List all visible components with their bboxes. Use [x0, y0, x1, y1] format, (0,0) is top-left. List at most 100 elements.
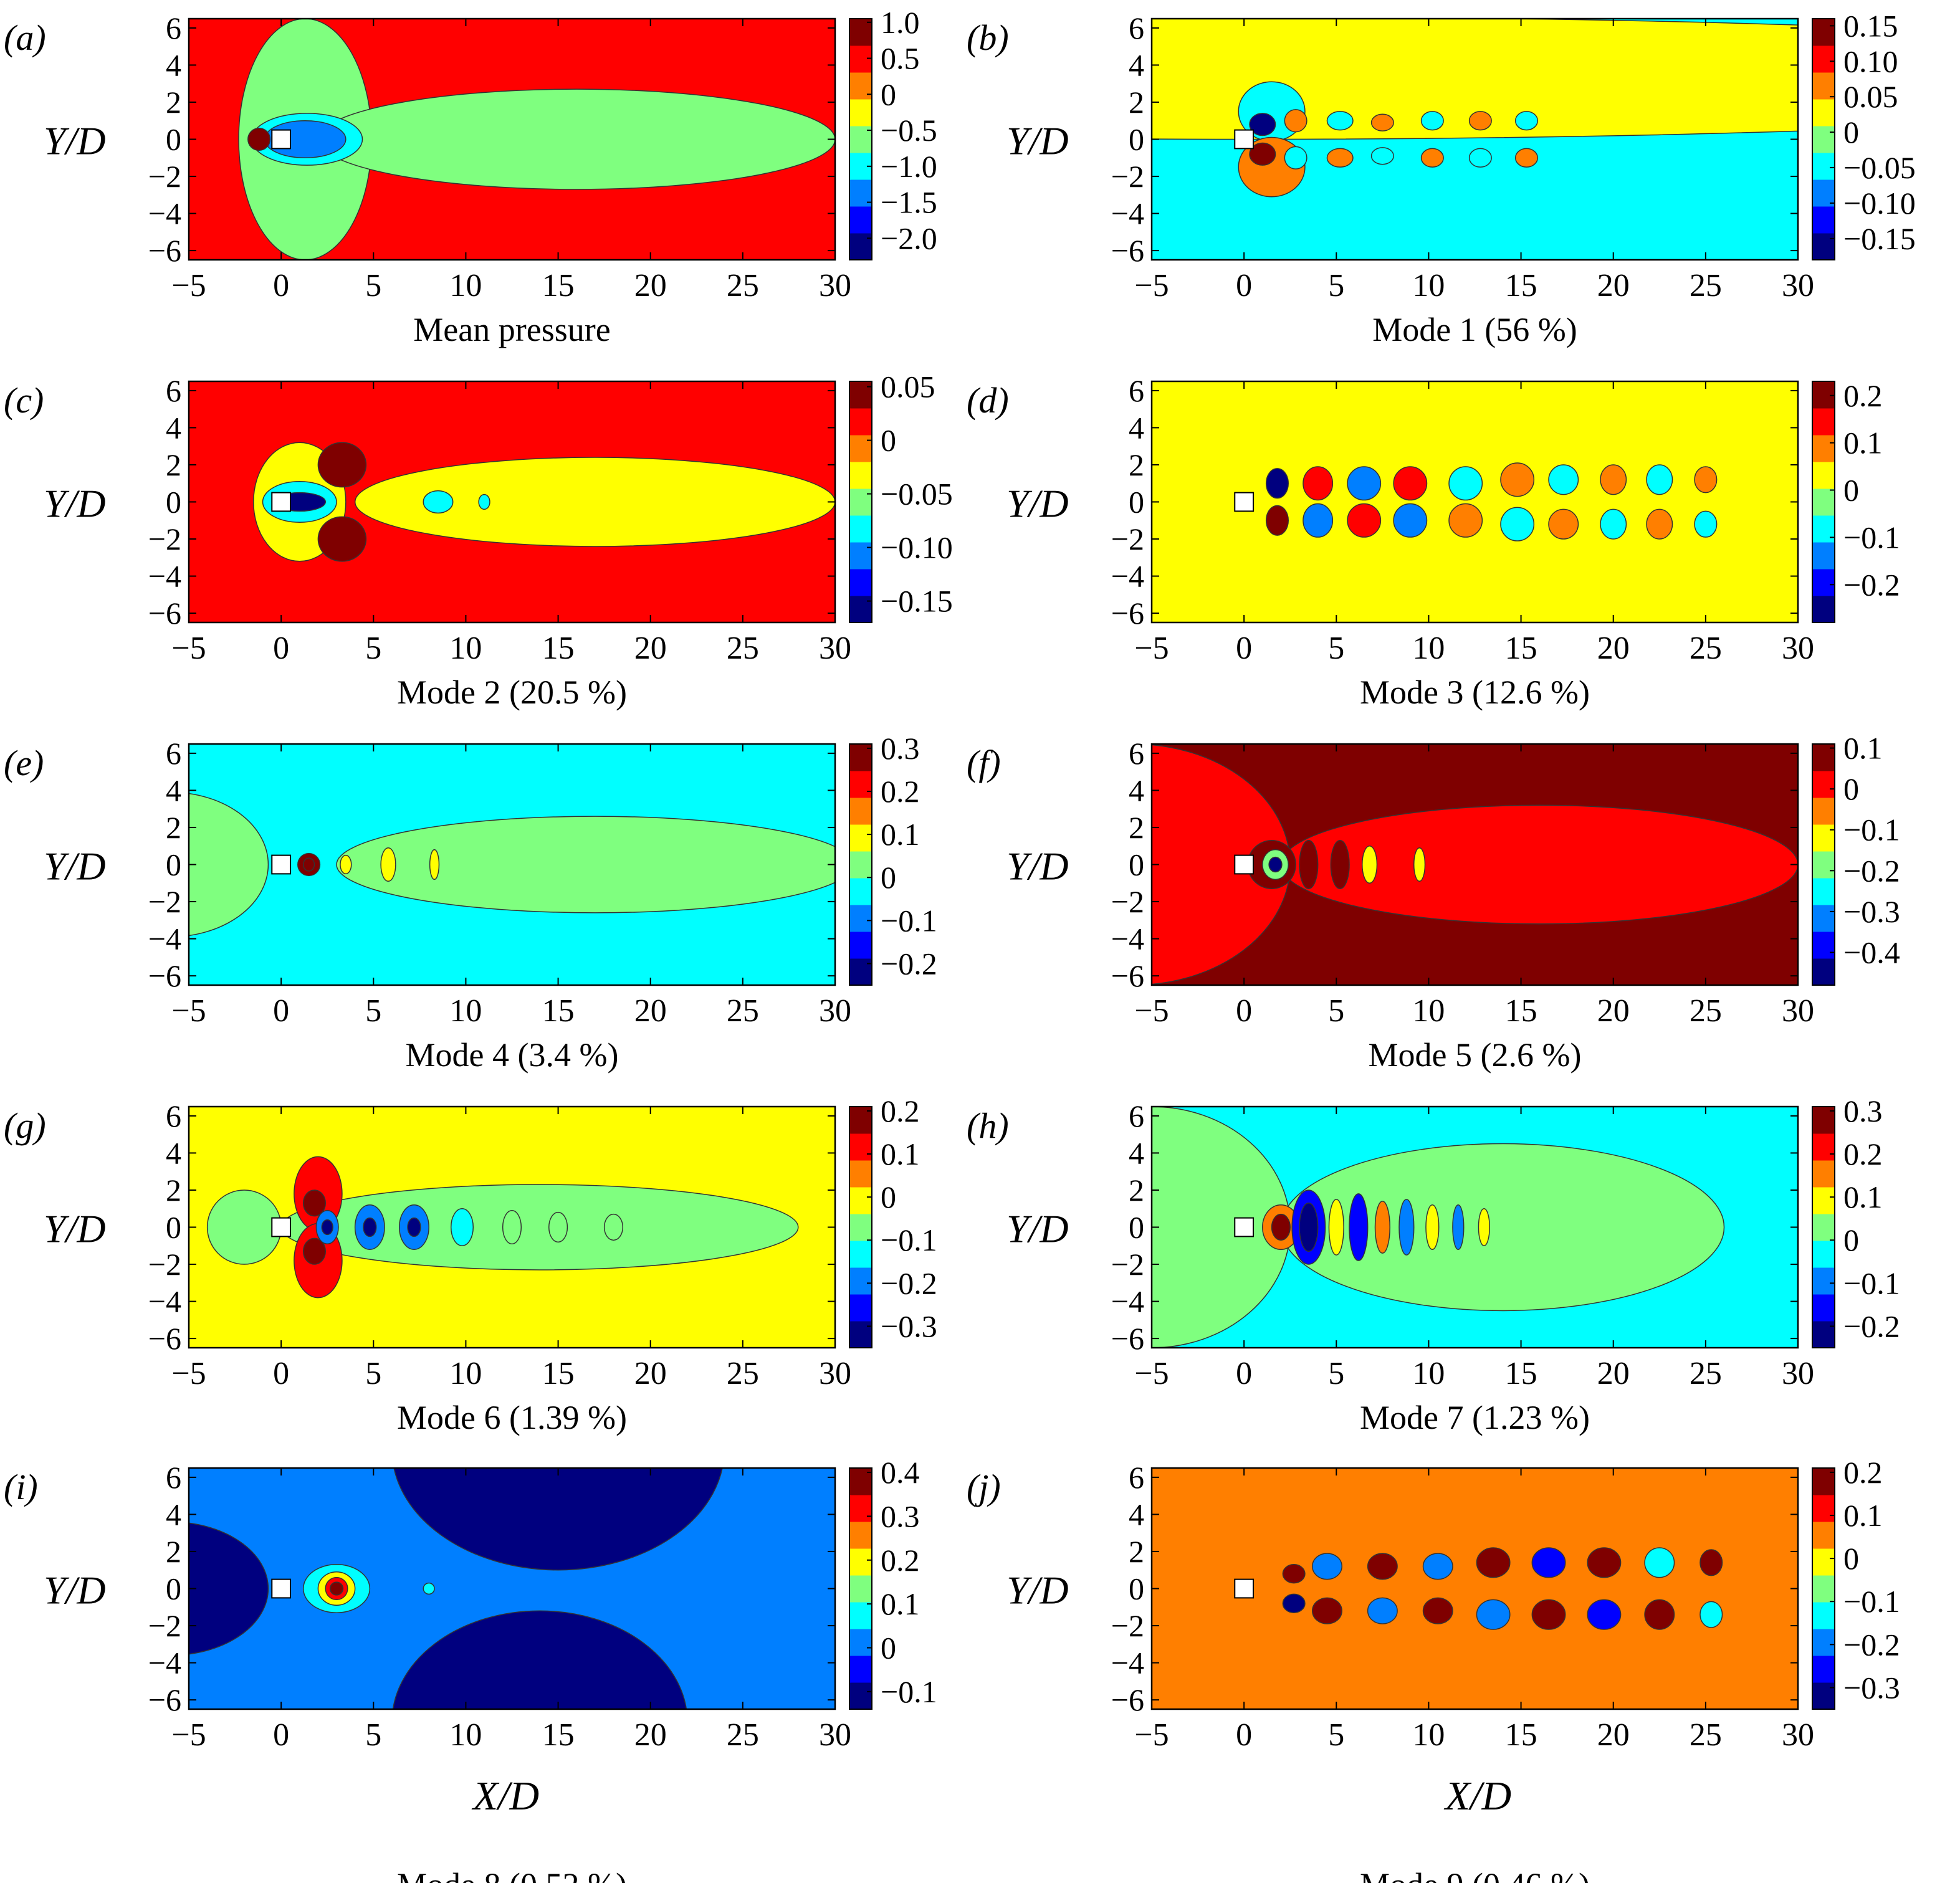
colorbar-tick-label: −0.15 — [881, 584, 953, 619]
y-tick-label: −4 — [148, 1284, 181, 1319]
y-tick-label: 6 — [166, 736, 181, 771]
x-tick-label: 10 — [449, 1717, 482, 1753]
colorbar-segment — [849, 596, 872, 623]
x-tick-label: 15 — [1505, 993, 1537, 1029]
x-tick-label: 10 — [449, 631, 482, 666]
contour-region — [1280, 804, 1798, 925]
y-tick-label: 6 — [166, 373, 181, 408]
colorbar-segment — [1812, 1602, 1835, 1629]
colorbar-tick-label: 0.1 — [881, 817, 920, 852]
y-tick-label: 2 — [1129, 1173, 1144, 1208]
colorbar-tick-label: 0.05 — [1843, 79, 1898, 114]
x-tick-label: 5 — [1328, 993, 1344, 1029]
colorbar-segment — [849, 408, 872, 436]
x-tick-label: 25 — [1690, 268, 1722, 303]
y-tick-label: −2 — [1111, 159, 1144, 194]
y-tick-label: 2 — [1129, 810, 1144, 845]
colorbar-segment — [849, 878, 872, 905]
colorbar-segment — [1812, 1241, 1835, 1268]
colorbar-segment — [1812, 1321, 1835, 1348]
colorbar-tick-label: 0 — [881, 1630, 896, 1665]
colorbar-segment — [1812, 45, 1835, 73]
colorbar-tick-label: 0.3 — [1843, 1094, 1883, 1128]
colorbar-segment — [849, 1682, 872, 1710]
colorbar-segment — [849, 932, 872, 959]
x-tick-label: 5 — [1328, 1717, 1344, 1753]
colorbar-segment — [1812, 72, 1835, 100]
colorbar-tick-label: −0.2 — [881, 946, 937, 981]
colorbar-segment — [849, 206, 872, 234]
x-tick-label: −5 — [1134, 1356, 1169, 1391]
contour-region — [321, 1219, 333, 1236]
x-tick-label: −5 — [1134, 1717, 1169, 1753]
colorbar-segment — [1812, 515, 1835, 543]
colorbar-segment — [849, 515, 872, 543]
y-tick-label: 6 — [1129, 1099, 1144, 1133]
x-tick-label: 25 — [727, 268, 759, 303]
x-tick-label: −5 — [1134, 631, 1169, 666]
x-tick-label: 0 — [1236, 1356, 1252, 1391]
x-tick-label: −5 — [171, 268, 206, 303]
colorbar-tick-label: −0.2 — [1843, 567, 1900, 602]
colorbar-frame — [1812, 1467, 1835, 1710]
x-tick-label: 0 — [1236, 631, 1252, 666]
contour-region — [1249, 142, 1276, 166]
colorbar-tick-label: 0.1 — [881, 1586, 920, 1621]
colorbar-segment — [1812, 878, 1835, 905]
colorbar-tick-label: 0.3 — [881, 731, 920, 766]
x-tick-label: 0 — [273, 993, 289, 1029]
y-tick-label: 6 — [1129, 11, 1144, 45]
panel-label: (e) — [4, 743, 44, 783]
contour-region — [1299, 1203, 1319, 1252]
contour-region — [1644, 1547, 1675, 1578]
colorbar-segment — [1812, 489, 1835, 516]
x-tick-label: 15 — [542, 631, 575, 666]
y-tick-label: 6 — [166, 1099, 181, 1133]
x-tick-label: 25 — [1690, 1717, 1722, 1753]
x-tick-label: 30 — [1782, 268, 1814, 303]
colorbar-tick-label: 0.2 — [881, 1094, 920, 1128]
contour-region — [1476, 1547, 1511, 1578]
contour-field — [1152, 744, 1798, 985]
x-tick-label: 20 — [634, 268, 667, 303]
colorbar-segment — [849, 462, 872, 489]
colorbar-segment — [1812, 1267, 1835, 1295]
colorbar-tick-label: −0.1 — [1843, 813, 1900, 847]
colorbar-segment — [1812, 1629, 1835, 1656]
colorbar-tick-label: 0.3 — [881, 1499, 920, 1533]
y-tick-label: 4 — [1129, 410, 1144, 445]
colorbar-tick-label: −0.05 — [1843, 150, 1916, 185]
y-tick-label: −2 — [148, 522, 181, 556]
contour-region — [1425, 1204, 1440, 1250]
colorbar-segment — [849, 1629, 872, 1656]
contour-region — [1448, 466, 1483, 501]
contour-region — [1500, 462, 1535, 497]
colorbar-tick-label: −0.1 — [881, 903, 937, 938]
panel-caption: Mean pressure — [413, 311, 610, 348]
x-tick-label: −5 — [1134, 993, 1169, 1029]
panel-caption: Mode 8 (0.52 %) — [397, 1866, 627, 1883]
x-tick-label: 5 — [365, 631, 381, 666]
y-tick-label: 4 — [166, 47, 181, 82]
contour-region — [1398, 1199, 1415, 1256]
x-tick-label: −5 — [1134, 268, 1169, 303]
y-tick-label: −6 — [148, 233, 181, 268]
y-tick-label: −6 — [148, 958, 181, 993]
colorbar: 0.2 0.1 0 −0.1 −0.2 −0.3 — [849, 1094, 937, 1348]
contour-region — [423, 490, 454, 514]
y-tick-label: −4 — [1111, 1646, 1144, 1680]
y-tick-label: −4 — [148, 1646, 181, 1680]
panel-caption: Mode 9 (0.46 %) — [1360, 1866, 1590, 1883]
y-tick-label: 0 — [166, 1210, 181, 1245]
contour-region — [1284, 109, 1307, 133]
panel-label: (h) — [967, 1105, 1009, 1146]
panel-label: (g) — [4, 1105, 46, 1146]
colorbar-segment — [849, 1321, 872, 1348]
contour-field — [1152, 381, 1798, 622]
colorbar-segment — [849, 99, 872, 126]
y-tick-label: 6 — [1129, 736, 1144, 771]
panel-label: (c) — [4, 380, 44, 421]
